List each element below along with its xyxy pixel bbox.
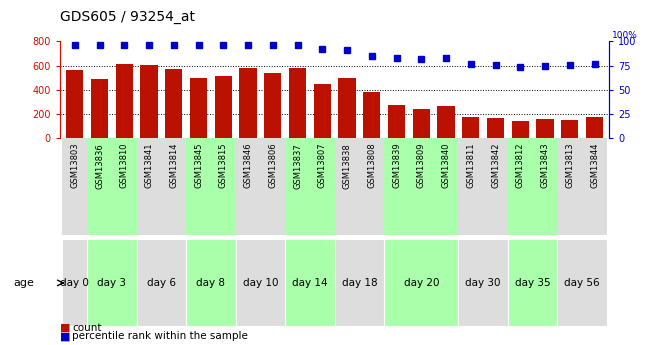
Bar <box>338 78 356 138</box>
Bar <box>334 138 360 235</box>
Bar <box>458 138 483 235</box>
Text: GSM13839: GSM13839 <box>392 143 401 188</box>
Bar <box>511 121 529 138</box>
Bar <box>458 239 508 326</box>
Bar <box>112 138 137 235</box>
Bar <box>211 138 236 235</box>
Text: GSM13814: GSM13814 <box>169 143 178 188</box>
Bar <box>91 79 108 138</box>
Text: percentile rank within the sample: percentile rank within the sample <box>72 332 248 341</box>
Bar <box>561 120 579 138</box>
Bar <box>413 109 430 138</box>
Text: GSM13812: GSM13812 <box>515 143 525 188</box>
Bar <box>289 68 306 138</box>
Bar <box>137 138 161 235</box>
Text: day 6: day 6 <box>147 278 176 288</box>
Text: GSM13842: GSM13842 <box>491 143 500 188</box>
Bar <box>236 138 260 235</box>
Text: ■: ■ <box>60 323 71 333</box>
Bar <box>137 239 186 326</box>
Text: GSM13803: GSM13803 <box>71 143 79 188</box>
Bar <box>533 138 557 235</box>
Text: GSM13815: GSM13815 <box>219 143 228 188</box>
Bar <box>236 239 285 326</box>
Bar <box>384 239 458 326</box>
Bar <box>483 138 508 235</box>
Bar <box>409 138 434 235</box>
Text: GSM13841: GSM13841 <box>145 143 154 188</box>
Text: GSM13844: GSM13844 <box>590 143 599 188</box>
Text: GSM13808: GSM13808 <box>367 143 376 188</box>
Bar <box>141 65 158 138</box>
Text: GSM13843: GSM13843 <box>541 143 549 188</box>
Bar <box>190 78 207 138</box>
Text: day 56: day 56 <box>564 278 600 288</box>
Bar <box>87 138 112 235</box>
Bar <box>508 138 533 235</box>
Bar <box>285 138 310 235</box>
Text: day 14: day 14 <box>292 278 328 288</box>
Bar <box>536 119 553 138</box>
Text: day 35: day 35 <box>515 278 551 288</box>
Bar <box>434 138 458 235</box>
Text: GSM13836: GSM13836 <box>95 143 104 189</box>
Text: day 18: day 18 <box>342 278 377 288</box>
Text: GSM13845: GSM13845 <box>194 143 203 188</box>
Text: count: count <box>72 323 101 333</box>
Bar <box>487 118 504 138</box>
Bar <box>363 91 380 138</box>
Text: day 20: day 20 <box>404 278 439 288</box>
Bar <box>586 117 603 138</box>
Bar <box>582 138 607 235</box>
Bar <box>557 239 607 326</box>
Bar <box>87 239 137 326</box>
Text: day 8: day 8 <box>196 278 225 288</box>
Bar <box>186 138 211 235</box>
Text: GSM13846: GSM13846 <box>244 143 252 188</box>
Text: GSM13810: GSM13810 <box>120 143 129 188</box>
Bar <box>63 239 87 326</box>
Bar <box>66 70 83 138</box>
Bar <box>360 138 384 235</box>
Text: age: age <box>13 278 34 288</box>
Bar <box>116 64 133 138</box>
Bar <box>63 138 87 235</box>
Bar <box>161 138 186 235</box>
Bar <box>388 105 405 138</box>
Text: GSM13809: GSM13809 <box>417 143 426 188</box>
Bar <box>438 106 455 138</box>
Text: day 0: day 0 <box>61 278 89 288</box>
Text: GDS605 / 93254_at: GDS605 / 93254_at <box>60 10 195 24</box>
Bar <box>310 138 334 235</box>
Bar <box>260 138 285 235</box>
Bar <box>285 239 334 326</box>
Bar <box>384 138 409 235</box>
Bar <box>334 239 384 326</box>
Bar <box>165 69 182 138</box>
Bar <box>239 68 256 138</box>
Text: day 30: day 30 <box>466 278 501 288</box>
Text: day 10: day 10 <box>242 278 278 288</box>
Bar <box>214 76 232 138</box>
Text: day 3: day 3 <box>97 278 127 288</box>
Text: GSM13840: GSM13840 <box>442 143 450 188</box>
Bar <box>264 73 282 138</box>
Text: GSM13807: GSM13807 <box>318 143 327 188</box>
Bar <box>508 239 557 326</box>
Text: ■: ■ <box>60 332 71 341</box>
Bar <box>186 239 236 326</box>
Text: 100%: 100% <box>612 31 638 40</box>
Text: GSM13837: GSM13837 <box>293 143 302 189</box>
Bar <box>462 117 480 138</box>
Text: GSM13806: GSM13806 <box>268 143 277 188</box>
Text: GSM13811: GSM13811 <box>466 143 476 188</box>
Text: GSM13813: GSM13813 <box>565 143 574 188</box>
Bar <box>314 84 331 138</box>
Text: GSM13838: GSM13838 <box>342 143 352 189</box>
Bar <box>557 138 582 235</box>
